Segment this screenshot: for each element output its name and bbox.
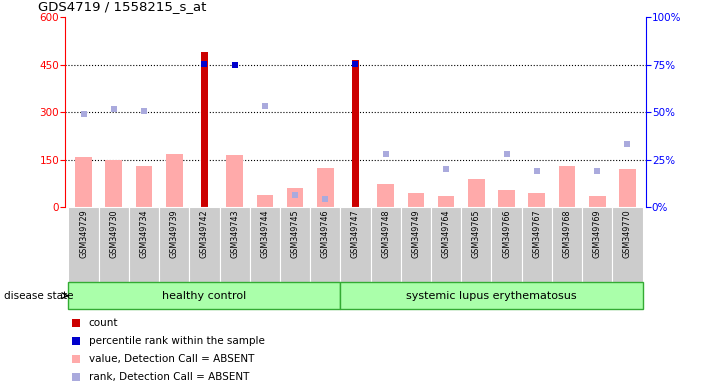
Text: GSM349766: GSM349766 [502,210,511,258]
Bar [226,155,243,207]
Bar [498,190,515,207]
Text: count: count [89,318,118,328]
Text: healthy control: healthy control [162,291,247,301]
Text: GSM349730: GSM349730 [109,210,118,258]
Bar [105,160,122,207]
Bar [491,207,522,282]
Text: GSM349745: GSM349745 [291,210,299,258]
Bar [68,207,99,282]
Text: GSM349747: GSM349747 [351,210,360,258]
Bar [250,207,280,282]
Text: GSM349769: GSM349769 [593,210,602,258]
Bar [257,195,273,207]
Bar [201,52,208,207]
Bar [159,207,189,282]
Bar [378,184,394,207]
Bar [129,207,159,282]
Bar [280,207,310,282]
Bar [552,207,582,282]
Text: disease state: disease state [4,291,73,301]
Bar [341,282,643,309]
Text: GSM349743: GSM349743 [230,210,239,258]
Text: percentile rank within the sample: percentile rank within the sample [89,336,264,346]
Text: GSM349746: GSM349746 [321,210,330,258]
Text: rank, Detection Call = ABSENT: rank, Detection Call = ABSENT [89,371,249,382]
Bar [461,207,491,282]
Text: GSM349734: GSM349734 [139,210,149,258]
Bar [528,193,545,207]
Text: GSM349764: GSM349764 [442,210,451,258]
Text: systemic lupus erythematosus: systemic lupus erythematosus [406,291,577,301]
Bar [407,193,424,207]
Text: GSM349768: GSM349768 [562,210,572,258]
Bar [75,157,92,207]
Bar [220,207,250,282]
Bar [612,207,643,282]
Text: GSM349767: GSM349767 [533,210,541,258]
Text: GSM349749: GSM349749 [412,210,420,258]
Text: value, Detection Call = ABSENT: value, Detection Call = ABSENT [89,354,254,364]
Bar [317,168,333,207]
Bar [559,166,575,207]
Bar [166,154,183,207]
Text: GDS4719 / 1558215_s_at: GDS4719 / 1558215_s_at [38,0,206,13]
Bar [136,166,152,207]
Bar [352,60,359,207]
Bar [401,207,431,282]
Bar [438,196,454,207]
Text: GSM349765: GSM349765 [472,210,481,258]
Bar [68,282,341,309]
Bar [310,207,341,282]
Text: GSM349748: GSM349748 [381,210,390,258]
Bar [287,189,304,207]
Bar [341,207,370,282]
Text: GSM349770: GSM349770 [623,210,632,258]
Text: GSM349729: GSM349729 [79,210,88,258]
Bar [431,207,461,282]
Bar [468,179,485,207]
Text: GSM349739: GSM349739 [170,210,178,258]
Bar [522,207,552,282]
Bar [99,207,129,282]
Bar [619,169,636,207]
Bar [189,207,220,282]
Bar [370,207,401,282]
Bar [589,196,606,207]
Text: GSM349744: GSM349744 [260,210,269,258]
Bar [582,207,612,282]
Text: GSM349742: GSM349742 [200,210,209,258]
